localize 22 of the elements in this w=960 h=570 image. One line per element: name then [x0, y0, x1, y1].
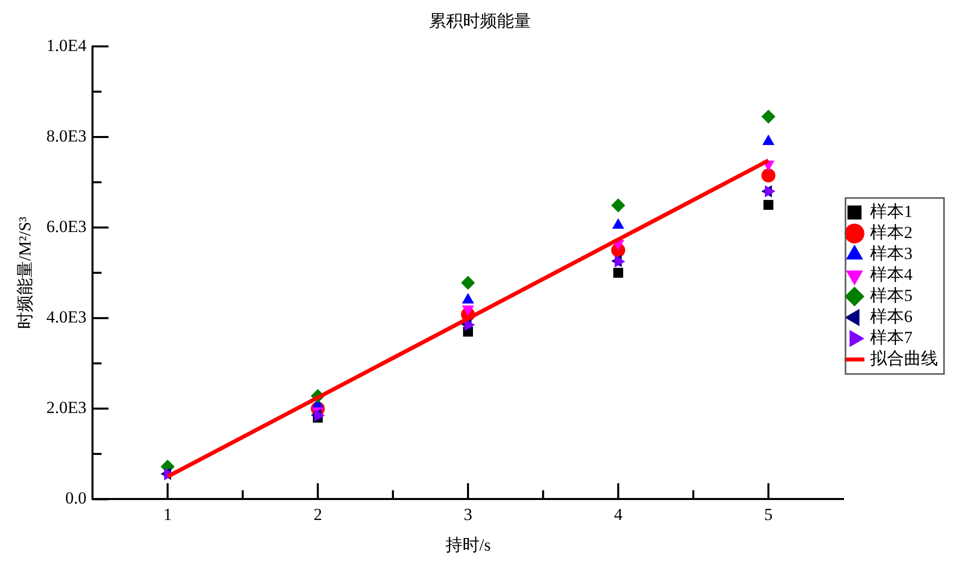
y-tick-label: 6.0E3 [46, 216, 87, 236]
x-tick-label: 4 [614, 504, 623, 524]
chart-title: 累积时频能量 [429, 12, 531, 31]
x-tick-label: 3 [464, 504, 472, 524]
y-tick-label: 0.0 [65, 488, 87, 508]
y-tick-label: 1.0E4 [46, 36, 88, 55]
legend-label: 样本3 [870, 244, 912, 263]
legend-label: 拟合曲线 [870, 348, 938, 368]
x-axis-title: 持时/s [445, 535, 491, 554]
x-tick-label: 5 [764, 504, 773, 524]
legend-label: 样本5 [870, 286, 912, 305]
legend-label: 样本7 [870, 328, 913, 347]
legend-label: 样本1 [870, 202, 912, 221]
legend-label: 样本2 [870, 222, 912, 242]
y-tick-label: 2.0E3 [46, 398, 87, 418]
legend-label: 样本6 [870, 306, 912, 326]
y-axis-title: 时频能量/M²/S³ [16, 216, 35, 329]
legend-label: 样本4 [870, 264, 913, 284]
y-tick-label: 8.0E3 [46, 126, 87, 146]
x-tick-label: 2 [314, 504, 322, 524]
y-tick-label: 4.0E3 [46, 308, 87, 327]
x-tick-label: 1 [163, 504, 172, 524]
